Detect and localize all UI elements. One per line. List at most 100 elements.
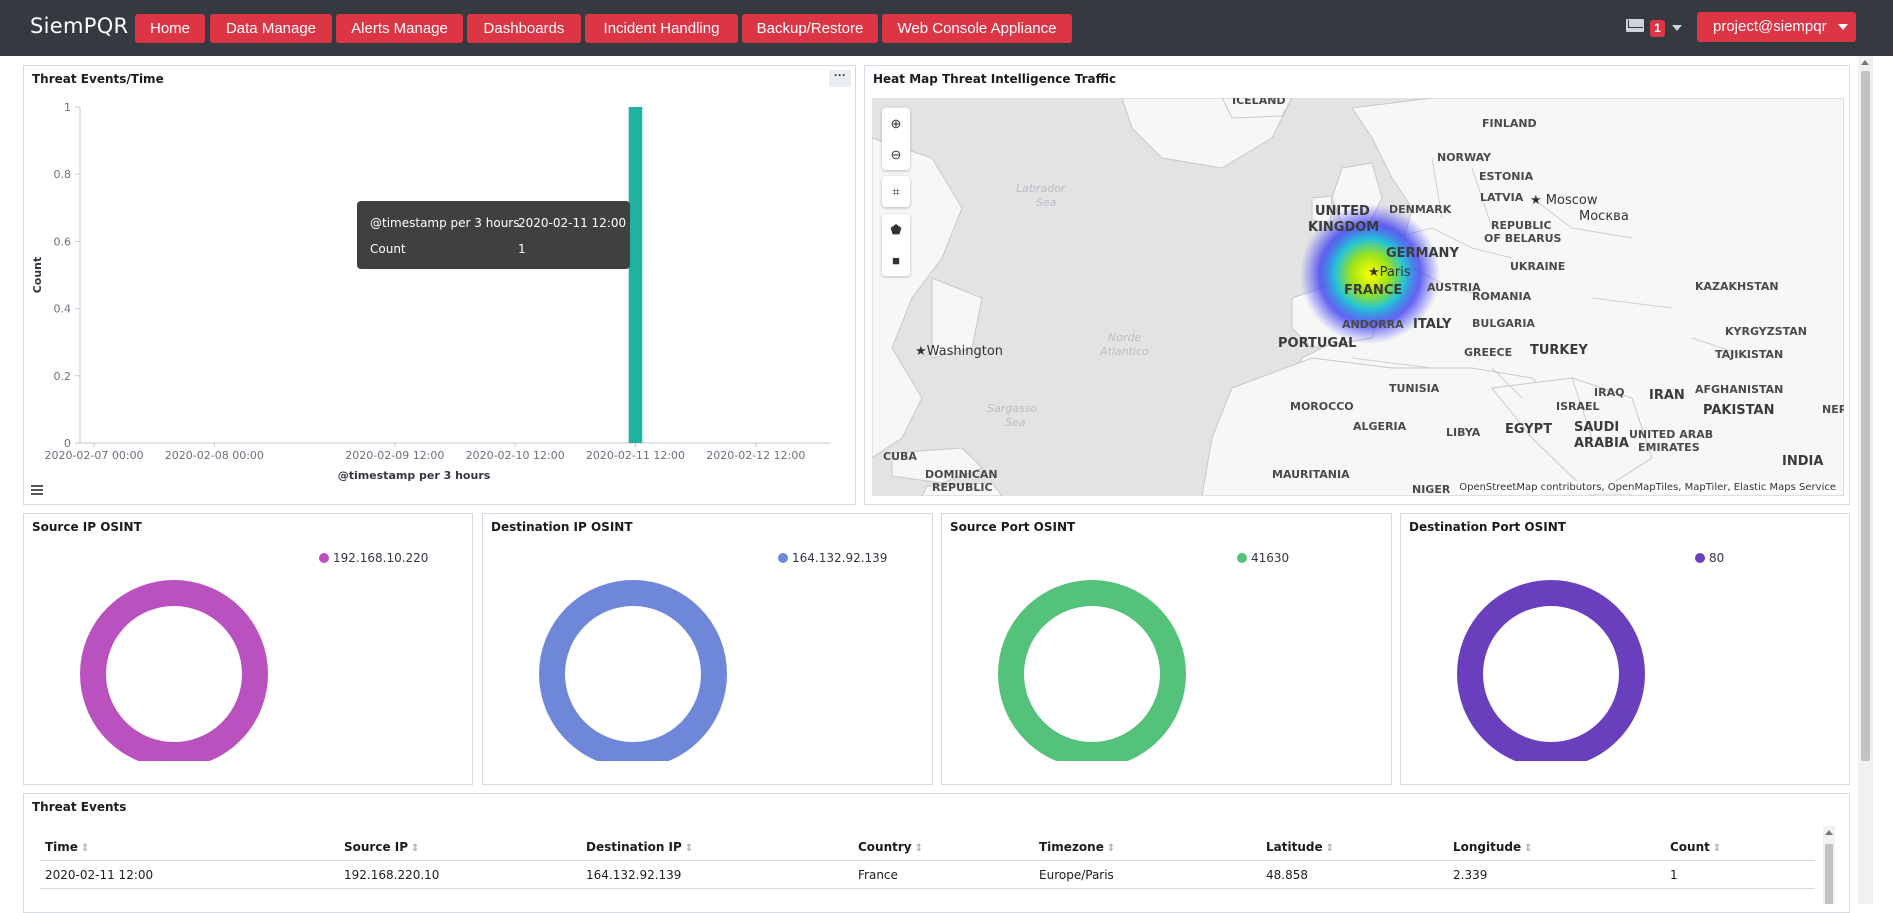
column-header-count[interactable]: Count ⇕	[1670, 840, 1721, 854]
table-cell: Europe/Paris	[1039, 868, 1114, 882]
y-tick-label: 1	[64, 101, 71, 114]
column-header-source-ip[interactable]: Source IP ⇕	[344, 840, 419, 854]
column-header-longitude[interactable]: Longitude ⇕	[1453, 840, 1533, 854]
zoom-in-icon[interactable]: ⊕	[890, 116, 902, 131]
donut-slice[interactable]	[998, 580, 1186, 761]
sort-icon[interactable]: ⇕	[1325, 843, 1334, 854]
chevron-down-icon[interactable]	[1672, 25, 1682, 31]
sort-icon[interactable]: ⇕	[1106, 843, 1116, 854]
map-label: Labrador	[1016, 182, 1066, 195]
sort-icon[interactable]: ⇕	[1712, 843, 1722, 854]
column-header-latitude[interactable]: Latitude ⇕	[1266, 840, 1334, 854]
panel-title: Heat Map Threat Intelligence Traffic	[873, 72, 1117, 86]
sort-icon[interactable]: ⇕	[914, 843, 924, 854]
map-label: ROMANIA	[1472, 290, 1532, 303]
map-label: Sea	[1005, 416, 1026, 429]
map-label: ARABIA	[1574, 436, 1629, 451]
map-label: UNITED	[1315, 204, 1370, 219]
nav-web-console-appliance-button[interactable]: Web Console Appliance	[882, 14, 1072, 43]
y-tick-label: 0	[64, 437, 71, 450]
nav-home-button[interactable]: Home	[135, 14, 205, 43]
legend-label: 41630	[1251, 551, 1290, 565]
draw-rectangle-icon[interactable]: ■	[892, 253, 900, 268]
map-label: MAURITANIA	[1272, 468, 1350, 481]
map-label: Москва	[1579, 209, 1629, 224]
map-label: ★Paris	[1368, 265, 1411, 280]
scrollbar-thumb[interactable]	[1861, 71, 1870, 761]
column-header-timezone[interactable]: Timezone ⇕	[1039, 840, 1115, 854]
map-label: LIBYA	[1446, 426, 1481, 439]
column-header-time[interactable]: Time ⇕	[45, 840, 89, 854]
threat-events-time-chart: 0 0.2 0.4 0.6 0.8 1 2020-02-07 00:00 2020-02-08…	[31, 101, 831, 482]
tooltip-label: @timestamp per 3 hours	[370, 216, 520, 230]
page-scrollbar[interactable]	[1858, 56, 1873, 904]
legend-item[interactable]: 164.132.92.139	[778, 551, 887, 565]
fit-bounds-icon[interactable]: ⌗	[892, 184, 900, 199]
nav-incident-handling-button[interactable]: Incident Handling	[585, 14, 738, 43]
user-menu-button[interactable]: project@siempqr	[1697, 12, 1856, 42]
map-label: ISRAEL	[1556, 400, 1600, 413]
donut-slice[interactable]	[80, 580, 268, 761]
heatmap-map[interactable]: ⊕ ⊖ ⌗ ⬟ ■ ICELAND FINLAND NORWAY ESTONIA…	[872, 98, 1844, 496]
destination-port-osint-panel: Destination Port OSINT 80	[1400, 513, 1850, 785]
scroll-up-arrow[interactable]	[1861, 60, 1869, 65]
donut-chart	[80, 580, 268, 761]
sort-icon[interactable]: ⇕	[411, 843, 420, 854]
table-scrollbar[interactable]	[1823, 826, 1835, 904]
brand-logo[interactable]: SiemPQR	[30, 14, 129, 38]
scrollbar-thumb[interactable]	[1825, 844, 1833, 904]
nav-backup-restore-button[interactable]: Backup/Restore	[742, 14, 878, 43]
table-row-divider	[40, 888, 1815, 889]
map-label: ANDORRA	[1342, 318, 1404, 331]
map-label: BULGARIA	[1472, 317, 1535, 330]
column-header-country[interactable]: Country ⇕	[858, 840, 923, 854]
y-tick-label: 0.4	[54, 303, 72, 316]
map-label: DENMARK	[1389, 203, 1452, 216]
map-label: AUSTRIA	[1427, 281, 1481, 294]
sort-icon[interactable]: ⇕	[1524, 843, 1533, 854]
map-label: KYRGYZSTAN	[1725, 325, 1807, 338]
map-attribution[interactable]: OpenStreetMap contributors, OpenMapTiles…	[1455, 481, 1840, 494]
map-label: Moscow	[1545, 193, 1598, 208]
user-menu-label: project@siempqr	[1713, 18, 1827, 35]
map-label: PAKISTAN	[1703, 403, 1775, 418]
sort-icon[interactable]: ⇕	[80, 843, 90, 854]
table-cell: 2.339	[1453, 868, 1488, 882]
column-header-destination-ip[interactable]: Destination IP ⇕	[586, 840, 693, 854]
nav-data-manage-button[interactable]: Data Manage	[210, 14, 332, 43]
map-label: IRAN	[1649, 388, 1685, 403]
panel-title: Source Port OSINT	[950, 520, 1076, 534]
map-label: GERMANY	[1386, 246, 1459, 261]
chart-bar[interactable]	[628, 107, 643, 443]
panel-title: Threat Events	[32, 800, 127, 814]
table-header-divider	[40, 860, 1815, 861]
legend-item[interactable]: 41630	[1237, 551, 1289, 565]
draw-polygon-icon[interactable]: ⬟	[890, 222, 902, 237]
nav-dashboards-button[interactable]: Dashboards	[467, 14, 581, 43]
map-label: ALGERIA	[1353, 420, 1407, 433]
map-label: OF BELARUS	[1484, 232, 1562, 245]
panel-title: Destination Port OSINT	[1409, 520, 1566, 534]
map-label: FINLAND	[1482, 117, 1537, 130]
nav-alerts-manage-button[interactable]: Alerts Manage	[336, 14, 463, 43]
y-axis-title: Count	[31, 257, 44, 294]
ellipsis-icon[interactable]: ···	[829, 69, 851, 87]
legend-dot	[1695, 553, 1705, 563]
map-label: UNITED ARAB	[1629, 428, 1714, 441]
map-label: AFGHANISTAN	[1695, 383, 1784, 396]
column-header-label: Source IP	[344, 840, 409, 854]
legend-item[interactable]: 192.168.10.220	[319, 551, 428, 565]
column-header-label: Destination IP	[586, 840, 682, 854]
sort-icon[interactable]: ⇕	[684, 843, 694, 854]
legend-item[interactable]: 80	[1695, 551, 1724, 565]
threat-events-panel: Threat Events	[23, 793, 1850, 913]
envelope-icon[interactable]	[1626, 19, 1644, 32]
x-tick-label: 2020-02-10 12:00	[466, 449, 565, 462]
scroll-up-arrow[interactable]	[1825, 830, 1833, 835]
list-icon[interactable]	[31, 485, 43, 496]
zoom-out-icon[interactable]: ⊖	[890, 147, 902, 162]
map-label: NORWAY	[1437, 151, 1492, 164]
donut-slice[interactable]	[539, 580, 727, 761]
source-port-osint-panel: Source Port OSINT 41630	[941, 513, 1392, 785]
donut-slice[interactable]	[1457, 580, 1645, 761]
